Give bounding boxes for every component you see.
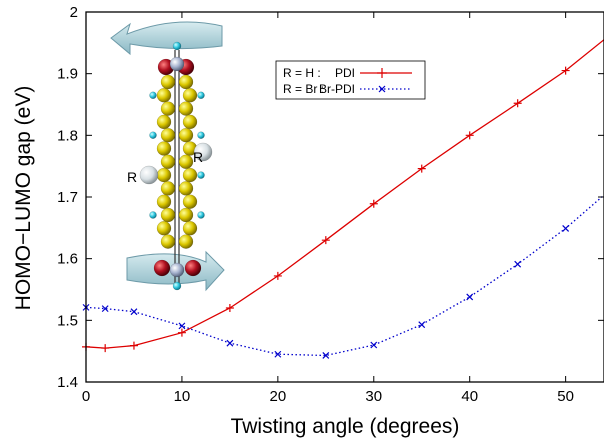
molecule-illustration: R R: [110, 21, 225, 292]
data-point-br-pdi: [130, 308, 138, 316]
y-tick-label: 1.4: [57, 374, 78, 391]
x-tick-label: 10: [174, 388, 191, 405]
carbon-atom: [182, 221, 198, 236]
data-point-pdi: [513, 99, 522, 108]
hydrogen-atom: [149, 211, 157, 219]
data-point-pdi: [465, 131, 474, 140]
x-tick-label: 20: [270, 388, 287, 405]
hydrogen-atom: [172, 41, 182, 51]
substituent-atom: [139, 165, 159, 185]
nitrogen-atom: [169, 56, 185, 72]
data-point-pdi: [321, 236, 330, 245]
carbon-atom: [160, 234, 176, 249]
data-point-br-pdi: [514, 260, 522, 268]
carbon-atom: [178, 181, 194, 196]
x-tick-label: 50: [557, 388, 574, 405]
legend-marker-pdi: [377, 68, 387, 78]
carbon-atom: [182, 167, 198, 183]
oxygen-atom: [184, 259, 202, 277]
carbon-atom: [160, 101, 176, 116]
hydrogen-atom: [149, 91, 157, 100]
data-point-pdi: [177, 328, 186, 337]
carbon-atom: [178, 207, 194, 223]
x-tick-label: 0: [82, 388, 90, 405]
x-axis-title: Twisting angle (degrees): [231, 415, 460, 438]
substituent-label-right: R: [193, 149, 203, 165]
legend-label-br-pdi: Br-PDI: [319, 82, 355, 96]
y-tick-label: 2: [70, 4, 78, 21]
carbon-atom: [156, 141, 172, 156]
data-point-br-pdi: [562, 225, 570, 232]
carbon-atom: [156, 114, 172, 130]
data-point-br-pdi: [274, 350, 282, 358]
data-point-br-pdi: [466, 293, 474, 301]
data-point-br-pdi: [178, 322, 186, 330]
carbon-atom: [178, 154, 194, 170]
data-point-br-pdi: [418, 321, 426, 329]
data-point-pdi: [369, 199, 378, 208]
substituent-atom: [193, 142, 213, 162]
substituent-label-left: R: [127, 169, 137, 185]
carbon-atom: [156, 88, 172, 103]
data-point-pdi: [561, 66, 570, 75]
carbon-atom: [178, 127, 194, 143]
hydrogen-atom: [197, 211, 205, 219]
hydrogen-atom: [172, 281, 182, 291]
legend-label-pdi: PDI: [335, 66, 355, 80]
carbon-atom: [160, 154, 176, 170]
carbon-atom: [156, 221, 172, 236]
rotation-arrow-top-icon: [110, 21, 223, 56]
legend-prefix-br-pdi: R = Br :: [283, 82, 324, 96]
legend-box: [275, 60, 426, 100]
carbon-atom: [156, 167, 172, 183]
carbon-atom: [182, 88, 198, 103]
legend-marker-br-pdi: [378, 85, 386, 93]
carbon-atom: [182, 194, 198, 209]
carbon-atom: [156, 194, 172, 209]
data-point-br-pdi: [370, 341, 378, 349]
carbon-atom: [160, 127, 176, 143]
carbon-atom: [178, 234, 194, 249]
data-point-pdi: [417, 164, 426, 173]
carbon-atom: [182, 114, 198, 130]
data-point-pdi: [129, 341, 138, 350]
x-tick-label: 40: [461, 388, 478, 405]
data-point-br-pdi: [322, 352, 330, 359]
y-tick-label: 1.9: [57, 66, 78, 83]
y-tick-label: 1.5: [57, 312, 78, 329]
hydrogen-atom: [197, 91, 205, 100]
data-point-pdi: [273, 271, 282, 280]
data-point-pdi: [101, 344, 110, 353]
legend: R = H : PDI R = Br : Br-PDI: [275, 60, 426, 100]
carbon-atom: [160, 207, 176, 223]
hydrogen-atom: [149, 131, 157, 139]
hydrogen-atom: [197, 171, 205, 179]
y-tick-label: 1.7: [57, 189, 78, 206]
oxygen-atom: [153, 259, 171, 277]
carbon-atom: [160, 74, 176, 90]
x-tick-label: 30: [365, 388, 382, 405]
data-point-br-pdi: [226, 339, 234, 347]
y-axis-title: HOMO−LUMO gap (eV): [12, 86, 35, 311]
carbon-atom: [178, 74, 194, 90]
carbon-atom: [178, 101, 194, 116]
carbon-atom: [160, 181, 176, 196]
y-tick-label: 1.8: [57, 127, 78, 144]
y-tick-label: 1.6: [57, 251, 78, 268]
legend-prefix-pdi: R = H :: [283, 66, 321, 80]
hydrogen-atom: [197, 131, 205, 139]
nitrogen-atom: [169, 262, 185, 278]
data-point-br-pdi: [101, 305, 109, 313]
data-point-pdi: [225, 304, 234, 312]
